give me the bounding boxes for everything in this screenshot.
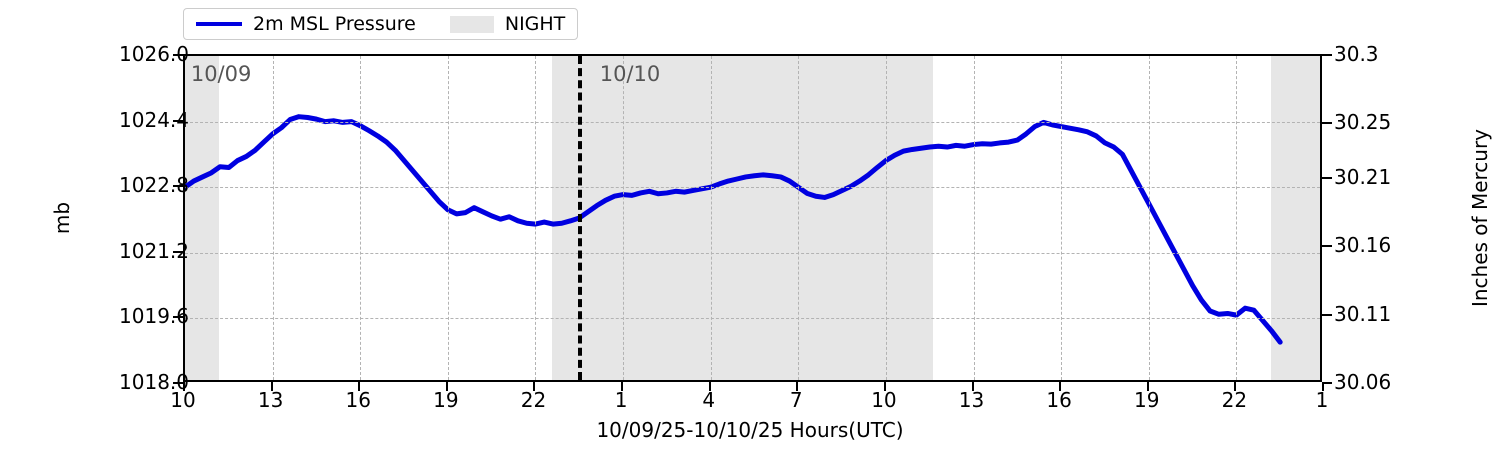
- x-tick-label: 19: [433, 388, 459, 412]
- x-tick-mark: [358, 382, 361, 391]
- gridline-vertical: [535, 56, 537, 380]
- y-tick-label-right: 30.11: [1334, 301, 1392, 326]
- x-tick-mark: [883, 382, 886, 391]
- gridline-horizontal: [185, 318, 1320, 320]
- x-tick-mark: [533, 382, 536, 391]
- y-tick-label-right: 30.25: [1334, 110, 1392, 135]
- legend-label-pressure: 2m MSL Pressure: [253, 13, 416, 35]
- x-tick-label: 4: [702, 388, 716, 412]
- x-tick-label: 16: [345, 388, 371, 412]
- y-tick-label-left: 1019.6: [119, 304, 189, 329]
- y-tick-label-right: 30.3: [1334, 42, 1379, 66]
- day-label-2: 10/10: [599, 62, 661, 86]
- y-tick-label-left: 1026.0: [119, 42, 189, 66]
- gridline-vertical: [447, 56, 449, 380]
- chart-legend: 2m MSL Pressure NIGHT: [183, 8, 579, 40]
- y-axis-label-left: mb: [50, 201, 74, 235]
- x-tick-label: 19: [1134, 388, 1160, 412]
- y-tick-mark-right: [1322, 122, 1332, 125]
- y-tick-label-right: 30.21: [1334, 165, 1392, 189]
- legend-entry-night: NIGHT: [449, 13, 566, 35]
- y-tick-mark-right: [1322, 54, 1332, 56]
- y-tick-label-left: 1021.2: [119, 238, 189, 263]
- y-tick-label-left: 1022.8: [119, 173, 189, 198]
- x-tick-mark: [621, 382, 624, 391]
- day-divider-line: [577, 56, 582, 380]
- y-tick-mark-right: [1322, 382, 1332, 384]
- x-tick-mark: [445, 382, 448, 391]
- x-tick-label: 16: [1046, 388, 1072, 412]
- x-tick-mark: [270, 382, 273, 391]
- y-tick-label-right: 30.16: [1334, 233, 1392, 258]
- legend-line-swatch: [196, 22, 242, 26]
- y-tick-mark-right: [1322, 313, 1332, 316]
- pressure-series-line: [185, 114, 1283, 345]
- x-tick-label: 13: [257, 388, 284, 412]
- night-band-2: [551, 56, 933, 380]
- gridline-vertical: [798, 56, 800, 380]
- x-tick-mark: [1234, 382, 1237, 391]
- y-tick-mark-left: [173, 316, 183, 319]
- y-tick-mark-left: [173, 250, 183, 253]
- day-label-1: 10/09: [190, 62, 252, 86]
- y-tick-mark-right: [1322, 245, 1332, 248]
- y-tick-mark-right: [1322, 177, 1332, 179]
- gridline-vertical: [973, 56, 975, 380]
- x-tick-label: 1: [1315, 388, 1329, 412]
- night-band-1: [185, 56, 219, 380]
- x-tick-mark: [708, 382, 711, 391]
- gridline-vertical: [885, 56, 887, 380]
- night-band-3: [1271, 56, 1320, 380]
- x-axis-label: 10/09/25-10/10/25 Hours(UTC): [596, 418, 904, 442]
- y-tick-mark-left: [173, 119, 183, 122]
- gridline-horizontal: [185, 121, 1320, 123]
- x-tick-mark: [796, 382, 799, 391]
- y-tick-label-right: 30.06: [1334, 370, 1392, 394]
- legend-band-swatch: [449, 15, 494, 33]
- x-tick-mark: [1059, 382, 1062, 391]
- legend-entry-pressure: 2m MSL Pressure: [196, 13, 416, 35]
- x-tick-mark: [1322, 382, 1324, 391]
- x-tick-mark: [971, 382, 974, 391]
- y-tick-mark-left: [173, 54, 183, 56]
- gridline-vertical: [272, 56, 274, 380]
- gridline-vertical: [623, 56, 625, 380]
- gridline-vertical: [1061, 56, 1063, 380]
- x-tick-mark: [183, 382, 185, 391]
- gridline-vertical: [1148, 56, 1150, 380]
- gridline-vertical: [1236, 56, 1238, 380]
- x-tick-label: 7: [789, 388, 803, 412]
- gridline-vertical: [360, 56, 362, 380]
- x-tick-label: 22: [1221, 388, 1248, 412]
- gridline-vertical: [710, 56, 712, 380]
- plot-area: 10/09 10/10: [183, 54, 1322, 382]
- x-tick-label: 10: [170, 388, 196, 412]
- x-tick-label: 13: [958, 388, 985, 412]
- y-tick-mark-left: [173, 382, 183, 384]
- x-tick-label: 22: [520, 388, 547, 412]
- y-axis-label-right: Inches of Mercury: [1468, 128, 1492, 308]
- gridline-horizontal: [185, 252, 1320, 254]
- x-tick-mark: [1146, 382, 1149, 391]
- y-tick-mark-left: [173, 185, 183, 188]
- x-tick-label: 1: [614, 388, 628, 412]
- y-tick-label-left: 1024.4: [119, 107, 189, 132]
- legend-label-night: NIGHT: [504, 13, 566, 35]
- x-tick-label: 10: [871, 388, 897, 412]
- gridline-horizontal: [185, 187, 1320, 189]
